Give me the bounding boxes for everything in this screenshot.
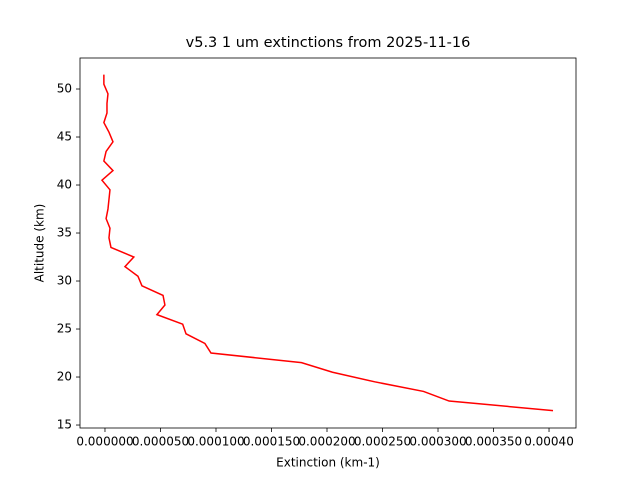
- y-tick-label: 45: [57, 130, 72, 144]
- x-tick-label: 0.000250: [354, 435, 411, 449]
- x-axis-label: Extinction (km-1): [276, 456, 380, 470]
- y-tick-label: 35: [57, 226, 72, 240]
- x-tick-label: 0.00040: [524, 435, 574, 449]
- x-tick-label: 0.000050: [132, 435, 189, 449]
- x-tick-label: 0.000300: [409, 435, 466, 449]
- y-tick-label: 40: [57, 178, 72, 192]
- y-tick-label: 25: [57, 322, 72, 336]
- x-tick-label: 0.000150: [243, 435, 300, 449]
- y-tick-label: 20: [57, 370, 72, 384]
- chart-title: v5.3 1 um extinctions from 2025-11-16: [186, 35, 471, 51]
- x-tick-label: 0.000000: [76, 435, 133, 449]
- data-line: [100, 74, 554, 412]
- x-tick-label: 0.000200: [298, 435, 355, 449]
- x-tick-label: 0.000100: [187, 435, 244, 449]
- x-tick-label: 0.000350: [465, 435, 522, 449]
- plot-frame: [79, 57, 577, 429]
- y-tick-label: 30: [57, 274, 72, 288]
- y-tick-label: 50: [57, 82, 72, 96]
- y-axis-label: Altitude (km): [33, 204, 47, 283]
- y-tick-label: 15: [57, 418, 72, 432]
